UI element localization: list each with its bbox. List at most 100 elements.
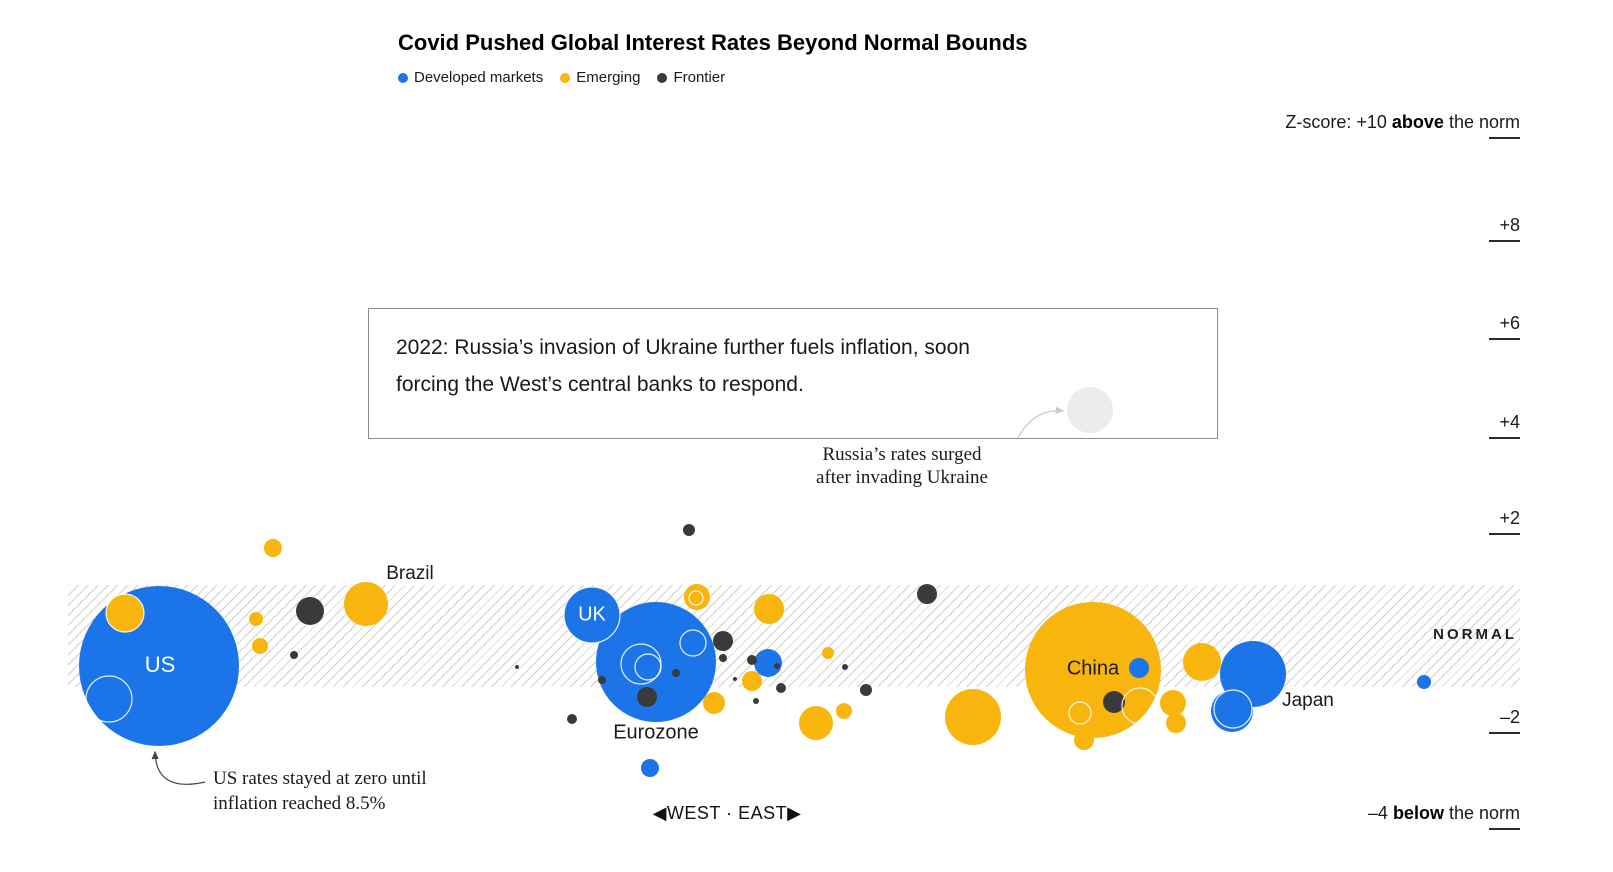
zscore-bottom-bold: below (1392, 803, 1444, 823)
ring-marker (105, 593, 145, 633)
axis-tick-line (1489, 732, 1520, 734)
axis-tick-label: +2 (1499, 508, 1520, 528)
axis-tick-label: +8 (1499, 215, 1520, 235)
ring-marker (679, 629, 707, 657)
bubble-frontier (672, 669, 680, 677)
axis-tick: +6 (1489, 313, 1520, 340)
bubble-emerging (822, 647, 834, 659)
bubble-frontier (567, 714, 577, 724)
bubble-frontier (917, 584, 937, 604)
bubble-developed (1129, 658, 1149, 678)
bubble-emerging (1166, 713, 1186, 733)
bubble-frontier (598, 676, 606, 684)
bubble-developed (1211, 690, 1253, 732)
axis-tick-label: –2 (1499, 707, 1520, 727)
us-annotation: US rates stayed at zero until inflation r… (213, 768, 427, 814)
russia-annotation-arrow (1017, 406, 1065, 439)
bubble-developed (641, 759, 659, 777)
chart-title: Covid Pushed Global Interest Rates Beyon… (398, 30, 1028, 55)
ring-marker (688, 590, 704, 606)
bubble-emerging (742, 671, 762, 691)
bubble-emerging (799, 706, 833, 740)
x-axis-direction-label: ◀WEST · EAST▶ (652, 803, 802, 823)
ring-marker (634, 653, 662, 681)
axis-tick-line (1489, 828, 1520, 830)
bubble-frontier (713, 631, 733, 651)
bubble-emerging (945, 689, 1001, 745)
axis-tick: +4 (1489, 412, 1520, 439)
axis-tick-line (1489, 338, 1520, 340)
ring-marker (563, 586, 621, 644)
bubble-frontier (774, 663, 780, 669)
axis-tick-line (1489, 240, 1520, 242)
legend-label: Developed markets (414, 69, 544, 86)
bubble-frontier (733, 677, 737, 681)
bubble-emerging (1160, 690, 1186, 716)
bubble-frontier (637, 687, 657, 707)
zscore-bottom-prefix: –4 (1367, 803, 1393, 823)
bubble-emerging (1074, 730, 1094, 750)
ring-marker (85, 675, 133, 723)
axis-tick-label: +6 (1499, 313, 1520, 333)
country-label-us: US (144, 652, 176, 677)
callout-text: 2022: Russia’s invasion of Ukraine furth… (396, 336, 970, 396)
bubble-emerging (1183, 643, 1221, 681)
bubble-emerging (106, 594, 144, 632)
legend-item: Emerging (560, 69, 640, 86)
normal-band-label: NORMAL (1433, 626, 1517, 643)
bubble-emerging (754, 594, 784, 624)
bubble-developed (754, 649, 782, 677)
legend-item: Frontier (657, 69, 725, 86)
bubble-emerging (249, 612, 263, 626)
zscore-note-suffix: the norm (1443, 112, 1520, 132)
ring-marker (1213, 689, 1253, 729)
axis-tick: +8 (1489, 215, 1520, 242)
bubble-emerging (264, 539, 282, 557)
ring-marker (1121, 687, 1159, 725)
bubble-frontier (842, 664, 848, 670)
country-label-japan: Japan (1282, 690, 1334, 711)
axis-tick: –2 (1489, 707, 1520, 734)
country-label-china: China (1066, 657, 1120, 680)
axis-tick-label: +4 (1499, 412, 1520, 432)
us-annotation-arrow (151, 750, 206, 785)
legend-dot-icon (398, 72, 408, 83)
zscore-note-prefix: Z-score: +10 (1285, 112, 1392, 132)
bubble-faded (1067, 387, 1113, 433)
axis-tick-line (1489, 533, 1520, 535)
legend-label: Frontier (673, 69, 726, 86)
legend-dot-icon (657, 72, 668, 83)
bubble-frontier (296, 597, 324, 625)
bubble-emerging (1025, 602, 1161, 738)
legend-item: Developed markets (398, 69, 543, 86)
legend: Developed markets Emerging Frontier (398, 69, 725, 86)
bubble-developed (1417, 675, 1431, 689)
country-label-eurozone: Eurozone (613, 721, 699, 744)
bubble-emerging (344, 582, 388, 626)
axis-tick: +2 (1489, 508, 1520, 535)
bubble-frontier (1103, 691, 1125, 713)
bubble-frontier (747, 655, 757, 665)
bubble-emerging (836, 703, 852, 719)
bubble-frontier (515, 665, 519, 669)
bubble-frontier (753, 698, 759, 704)
legend-dot-icon (560, 72, 571, 83)
bubble-frontier (776, 683, 786, 693)
country-label-uk: UK (578, 603, 606, 626)
axis-tick-line (1489, 137, 1520, 139)
zscore-bottom-suffix: the norm (1443, 803, 1520, 823)
bubble-frontier (683, 524, 695, 536)
bubble-developed (564, 587, 620, 643)
bubble-emerging (703, 692, 725, 714)
bubble-emerging (684, 584, 710, 610)
country-label-brazil: Brazil (386, 563, 434, 584)
ring-marker (1068, 701, 1092, 725)
bubble-emerging (252, 638, 268, 654)
callout-box: 2022: Russia’s invasion of Ukraine furth… (368, 308, 1218, 439)
bubble-frontier (719, 654, 727, 662)
zscore-note-bold: above (1391, 112, 1444, 132)
zscore-axis-bottom-note: –4 below the norm (1368, 803, 1520, 830)
bubble-frontier (860, 684, 872, 696)
